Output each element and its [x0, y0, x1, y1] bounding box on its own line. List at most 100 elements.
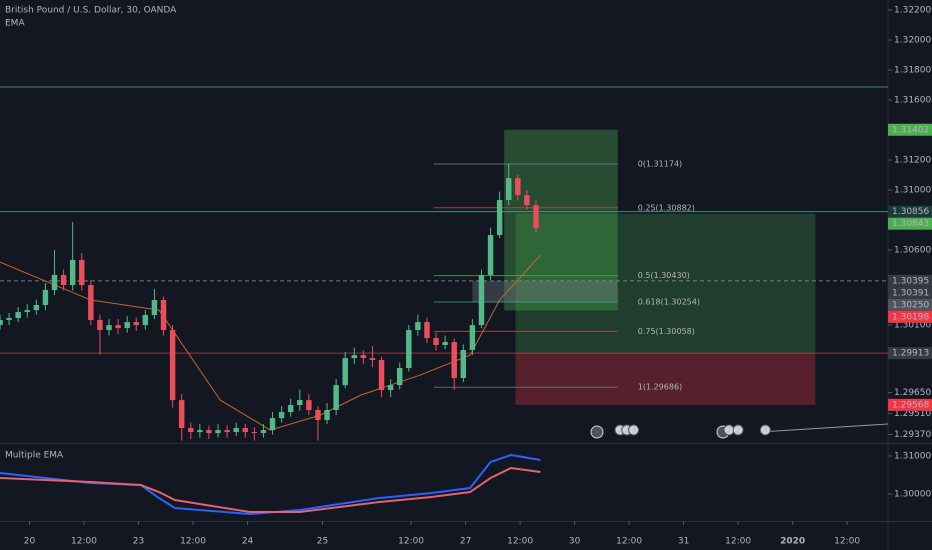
fib-label: 0.25(1.30882): [638, 203, 695, 212]
candle-body: [224, 430, 230, 433]
candle-body: [124, 322, 130, 329]
candle-body: [269, 418, 276, 431]
fib-label: 1(1.29686): [638, 383, 682, 392]
position-loss: [515, 353, 816, 405]
candle-body: [442, 342, 448, 346]
pane-title: Multiple EMA: [5, 451, 64, 461]
y-tick-label: 1.30000: [894, 489, 931, 499]
candle-body: [351, 355, 358, 359]
x-tick-label: 20: [24, 537, 36, 547]
event-badge: [628, 424, 640, 436]
candle-body: [369, 358, 376, 361]
candle-body: [260, 430, 267, 434]
price-label: 1.30198: [892, 312, 929, 322]
candle-body: [478, 274, 485, 326]
y-tick-label: 1.29510: [894, 409, 931, 419]
main-pane: 0(1.31174) 0.25(1.30882) 0.5(1.30430) 0.618…: [0, 86, 888, 441]
price-label-bg: [888, 217, 932, 230]
x-tick-label: 12:00: [834, 537, 860, 547]
position-profit: [515, 213, 816, 354]
candle-body: [178, 400, 185, 428]
y-tick-label: 1.31600: [894, 96, 931, 106]
candle-body: [88, 285, 94, 320]
candle-body: [233, 427, 239, 433]
candle-body: [415, 322, 421, 331]
price-label-bg: [888, 310, 932, 323]
x-tick-label: 12:00: [180, 537, 206, 547]
price-label-bg: [888, 205, 932, 218]
candle-body: [188, 427, 194, 433]
candle-body: [69, 259, 76, 286]
x-tick-label: 27: [460, 537, 471, 547]
candle-body: [460, 349, 467, 379]
price-label-bg: [888, 398, 932, 411]
candle-body: [324, 409, 330, 421]
x-tick-label: 30: [569, 537, 581, 547]
price-label: 1.30395: [892, 276, 929, 286]
candle-body: [151, 300, 158, 316]
x-tick-label: 12:00: [71, 537, 97, 547]
candle-body: [451, 342, 457, 379]
trend-line: [759, 423, 889, 433]
price-label: 1.29568: [892, 400, 929, 410]
event-badge: [732, 424, 744, 436]
candle-body: [206, 430, 212, 434]
x-tick-label: 12:00: [507, 537, 533, 547]
candle-body: [215, 430, 221, 434]
candle-body: [169, 330, 176, 401]
event-icon[interactable]: [590, 425, 604, 439]
candle-body: [51, 274, 58, 290]
candle-body: [533, 205, 539, 229]
candle-body: [297, 400, 303, 406]
y-tick-label: 1.31200: [894, 156, 931, 166]
candle-body: [469, 325, 476, 350]
candle-body: [6, 318, 12, 320]
candle-body: [0, 319, 3, 326]
y-tick-label: 1.31800: [894, 66, 931, 76]
event-count: 2: [617, 426, 622, 435]
candle-body: [515, 178, 521, 196]
x-tick-label: 12:00: [398, 537, 424, 547]
event-count: 2: [736, 426, 741, 435]
candle-body: [197, 430, 203, 433]
candle-body: [424, 322, 430, 338]
price-label: 1.30250: [892, 300, 929, 310]
candle-body: [406, 330, 412, 368]
candle-body: [60, 274, 67, 286]
candle-body: [396, 367, 403, 386]
x-tick-label: 12:00: [616, 537, 642, 547]
price-label: 1.30856: [892, 207, 929, 217]
candle-body: [524, 195, 530, 206]
y-tick-label: 1.32200: [894, 6, 931, 16]
fib-label: 0.75(1.30058): [638, 327, 695, 336]
candle-body: [315, 409, 321, 421]
candle-body: [378, 360, 385, 391]
y-tick-label: 1.31000: [894, 451, 931, 461]
y-tick-label: 1.30100: [894, 321, 931, 331]
event-count: 2: [726, 426, 731, 435]
y-tick-label: 1.30600: [894, 246, 931, 256]
price-label: 1.30391: [892, 288, 929, 298]
x-tick-label: 2020: [780, 537, 805, 547]
candle-body: [506, 178, 512, 200]
indicator-label: EMA: [5, 19, 25, 29]
candle-body: [360, 355, 367, 359]
candle-body: [79, 259, 85, 286]
y-tick-label: 1.32000: [894, 36, 931, 46]
price-label-bg: [888, 298, 932, 311]
ema-line: [0, 466, 541, 514]
price-label: 1.29913: [892, 349, 929, 359]
box: [472, 280, 618, 303]
candle-body: [496, 199, 503, 236]
candle-body: [433, 337, 439, 346]
price-label-bg: [888, 347, 932, 360]
candle-body: [42, 289, 49, 305]
event-count: 3: [631, 426, 636, 435]
candle-body: [106, 325, 112, 331]
price-label: 1.30843: [892, 219, 929, 229]
candle-body: [487, 235, 494, 275]
candle-body: [278, 412, 285, 419]
candle-body: [133, 322, 139, 326]
